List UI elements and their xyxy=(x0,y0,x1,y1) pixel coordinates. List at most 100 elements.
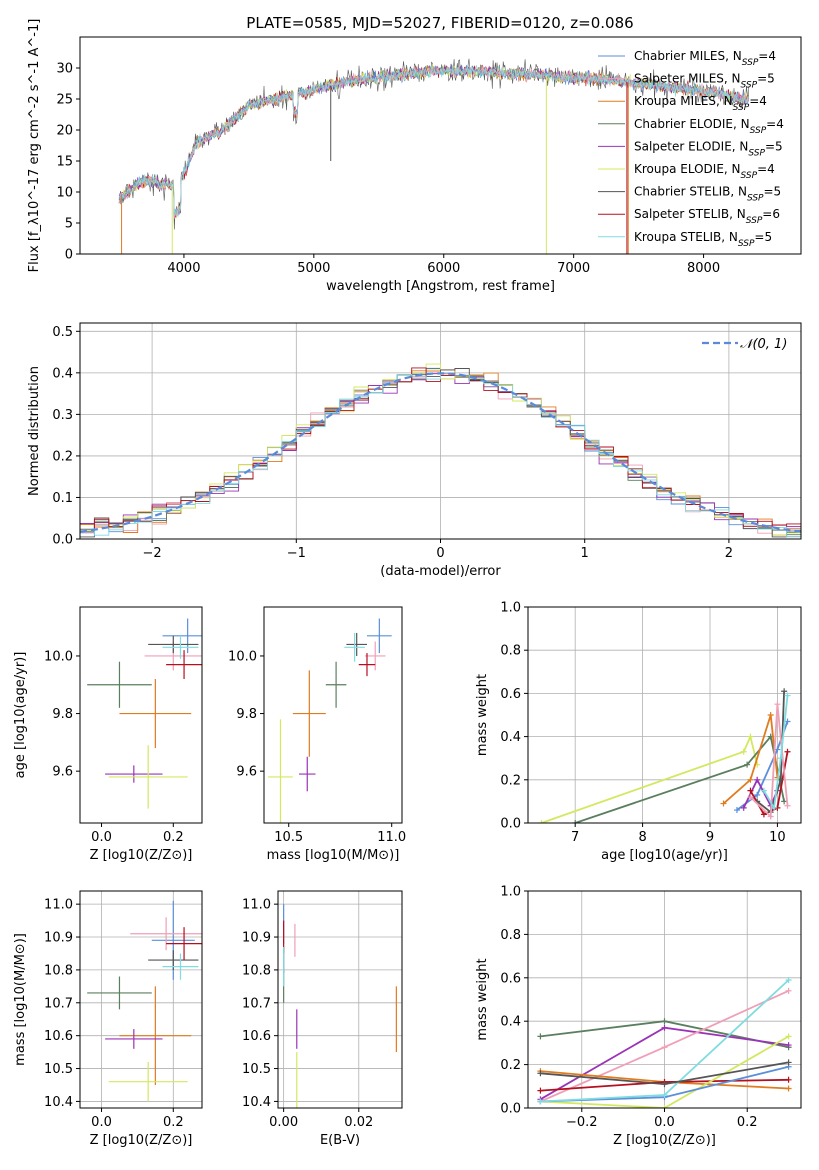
weight-marker xyxy=(785,976,792,983)
x-tick-label: 4000 xyxy=(167,261,200,276)
weight-marker xyxy=(784,692,791,699)
error-bar-marker xyxy=(166,927,202,961)
y-tick-label: 9.8 xyxy=(52,707,73,722)
weight-marker xyxy=(661,1105,668,1108)
y-tick-label: 10.6 xyxy=(242,1029,271,1044)
weight-marker xyxy=(661,1091,668,1098)
weight-marker xyxy=(661,1018,668,1025)
axes-frame xyxy=(527,606,802,824)
legend-sub: SSP xyxy=(733,103,750,113)
y-tick-label: 5 xyxy=(65,217,73,232)
weight-marker xyxy=(785,1085,792,1092)
legend-label: Chabrier ELODIE, NSSP=4 xyxy=(634,117,784,136)
weight-marker xyxy=(781,798,788,805)
legend-rest: =5 xyxy=(754,230,772,244)
weight-marker xyxy=(767,813,774,820)
legend-sub: SSP xyxy=(741,171,758,181)
x-tick-label: 1 xyxy=(581,546,589,561)
y-tick-label: 20 xyxy=(56,124,73,139)
y-tick-label: 10 xyxy=(56,186,73,201)
x-tick-label: −2 xyxy=(143,546,162,561)
x-tick-label: 5000 xyxy=(297,261,330,276)
plot-area xyxy=(87,618,202,809)
y-tick-label: 0.4 xyxy=(52,366,73,381)
error-bar-marker xyxy=(366,618,392,654)
weight-marker xyxy=(785,1059,792,1066)
weight-marker xyxy=(538,820,545,823)
y-tick-label: 9.6 xyxy=(52,765,73,780)
legend-sub: SSP xyxy=(738,239,755,249)
x-tick-label: 0.2 xyxy=(737,1115,758,1130)
weight-marker xyxy=(537,1033,544,1040)
legend-rest: =4 xyxy=(757,162,775,176)
weight-marker xyxy=(733,807,740,814)
x-tick-label: −0.2 xyxy=(566,1115,598,1130)
y-axis-label: mass [log10(M/M⊙)] xyxy=(13,933,28,1066)
weight-marker xyxy=(760,787,767,794)
axes xyxy=(80,891,202,1108)
y-tick-label: 10.5 xyxy=(44,1062,73,1077)
weight-marker xyxy=(777,755,784,762)
x-tick-label: 9 xyxy=(706,830,714,845)
error-bar-marker xyxy=(364,641,386,671)
x-tick-label: 7000 xyxy=(557,261,590,276)
y-tick-label: 25 xyxy=(56,93,73,108)
weight-marker xyxy=(537,1087,544,1094)
y-tick-label: 9.8 xyxy=(236,707,257,722)
error-bar-marker xyxy=(292,670,326,757)
error-bar-marker xyxy=(299,756,316,792)
legend-rest: =4 xyxy=(749,94,767,108)
y-tick-label: 10.7 xyxy=(44,996,73,1011)
weight-marker xyxy=(747,787,754,794)
legend-label: Chabrier MILES, NSSP=4 xyxy=(634,49,776,68)
error-bar-marker xyxy=(119,679,192,749)
y-tick-label: 0.1 xyxy=(52,491,73,506)
histogram-steps xyxy=(80,373,801,538)
legend-label: Kroupa ELODIE, NSSP=4 xyxy=(634,162,775,181)
y-tick-label: 11.0 xyxy=(44,898,73,913)
error-bar-marker xyxy=(87,976,152,1010)
error-bar-marker xyxy=(162,953,199,980)
legend-label: Kroupa STELIB, NSSP=5 xyxy=(634,230,772,249)
error-bar-marker xyxy=(346,632,367,656)
plot-area xyxy=(283,904,397,1108)
weight-marker xyxy=(771,804,778,811)
error-bar-marker xyxy=(344,632,365,662)
x-tick-label: 10 xyxy=(769,830,786,845)
y-tick-label: 1.0 xyxy=(500,601,521,616)
axes-frame xyxy=(277,890,403,1109)
plot-area xyxy=(537,976,792,1108)
x-axis-label: age [log10(age/yr)] xyxy=(601,848,728,863)
y-tick-label: 0.8 xyxy=(500,644,521,659)
y-tick-label: 10.8 xyxy=(44,963,73,978)
legend-label: Salpeter STELIB, NSSP=6 xyxy=(634,207,780,226)
weight-marker xyxy=(767,712,774,718)
y-tick-label: 10.4 xyxy=(242,1095,271,1110)
plot-area xyxy=(87,900,202,1102)
error-bar-marker xyxy=(148,635,199,654)
y-tick-label: 0.3 xyxy=(52,408,73,423)
y-tick-label: 0.5 xyxy=(52,325,73,340)
error-bar-marker xyxy=(119,986,192,1085)
x-tick-label: −1 xyxy=(287,546,306,561)
x-tick-label: 6000 xyxy=(427,261,460,276)
plot-area xyxy=(80,363,801,538)
weight-marker xyxy=(785,1076,792,1083)
y-tick-label: 10.5 xyxy=(242,1062,271,1077)
y-tick-label: 10.0 xyxy=(44,649,73,664)
error-bar-marker xyxy=(162,635,199,659)
spectrum-line xyxy=(118,65,750,217)
error-bar-marker xyxy=(325,661,347,708)
weight-line xyxy=(763,695,789,811)
plot-area xyxy=(538,688,791,823)
weight-marker xyxy=(754,791,761,798)
plot-area xyxy=(268,618,392,823)
y-tick-label: 15 xyxy=(56,155,73,170)
error-bar-marker xyxy=(105,765,163,783)
y-tick-label: 10.8 xyxy=(242,963,271,978)
weight-marker xyxy=(537,1098,544,1105)
weight-marker xyxy=(781,688,788,695)
x-tick-label: 2 xyxy=(725,546,733,561)
weight-marker xyxy=(747,794,754,801)
